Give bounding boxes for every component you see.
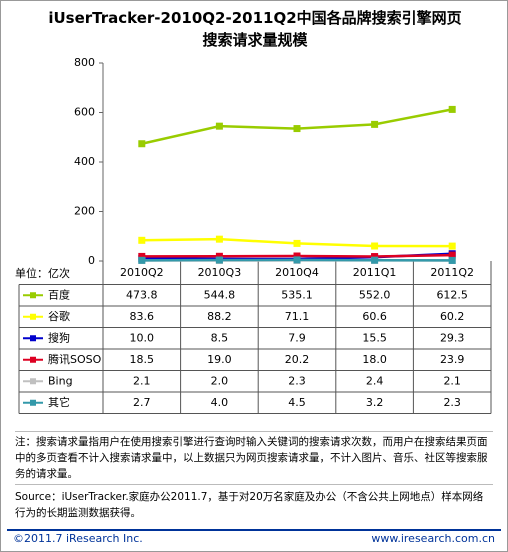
point-marker (293, 252, 301, 260)
unit-label: 单位：亿次 (15, 266, 70, 280)
point-marker (293, 125, 301, 133)
table-value: 88.2 (207, 310, 232, 323)
table-value: 2.0 (211, 374, 229, 387)
table-value: 18.5 (130, 353, 155, 366)
point-marker (448, 256, 456, 264)
note: 注：搜索请求量指用户在使用搜索引擎进行查询时输入关键词的搜索请求次数，而用户在搜… (15, 431, 493, 485)
table-value: 473.8 (126, 288, 158, 301)
table-value: 18.0 (362, 353, 387, 366)
point-marker (138, 236, 146, 244)
chart: 0 200 400 600 800 单位：亿次 2010Q2 2010Q3 2010Q4 2011… (15, 56, 492, 414)
y-tick-label: 600 (74, 106, 95, 119)
legend-label: 谷歌 (48, 309, 70, 323)
table-value: 29.3 (440, 331, 465, 344)
legend-label: 其它 (48, 395, 70, 409)
copyright: ©2011.7 iResearch Inc. (13, 532, 143, 545)
table-value: 7.9 (288, 331, 306, 344)
table-value: 60.6 (362, 310, 387, 323)
x-tick-label: 2010Q4 (275, 266, 319, 279)
point-marker (215, 122, 223, 130)
legend-label: Bing (48, 374, 73, 387)
legend-label: 腾讯SOSO (48, 352, 102, 366)
table-value: 552.0 (359, 288, 391, 301)
point-marker (448, 105, 456, 113)
legend-marker (30, 399, 36, 406)
table-value: 2.3 (288, 374, 306, 387)
legend-label: 搜狗 (48, 330, 70, 344)
legend-label: 百度 (48, 287, 70, 301)
point-marker (215, 256, 223, 264)
table-value: 83.6 (130, 310, 155, 323)
y-tick-label: 400 (74, 155, 95, 168)
point-marker (215, 235, 223, 243)
y-tick-label: 200 (74, 205, 95, 218)
x-tick-label: 2010Q3 (198, 266, 242, 279)
table-value: 4.5 (288, 396, 306, 409)
table-value: 19.0 (207, 353, 232, 366)
point-marker (293, 239, 301, 247)
table-value: 60.2 (440, 310, 465, 323)
table-value: 2.7 (133, 396, 151, 409)
point-marker (138, 252, 146, 260)
point-marker (371, 242, 379, 250)
point-marker (448, 251, 456, 259)
table-value: 4.0 (211, 396, 229, 409)
table-value: 612.5 (436, 288, 468, 301)
table-value: 2.4 (366, 374, 384, 387)
point-marker (293, 256, 301, 264)
table-value: 23.9 (440, 353, 465, 366)
table-value: 15.5 (362, 331, 387, 344)
table-value: 71.1 (285, 310, 310, 323)
legend-marker (30, 313, 36, 320)
table-value: 10.0 (130, 331, 155, 344)
y-tick-label: 0 (88, 254, 95, 267)
x-tick-label: 2010Q2 (120, 266, 164, 279)
point-marker (371, 256, 379, 264)
y-tick-label: 800 (74, 56, 95, 69)
point-marker (138, 256, 146, 264)
footer-line (7, 529, 501, 531)
x-tick-label: 2011Q1 (353, 266, 397, 279)
x-tick-label: 2011Q2 (430, 266, 474, 279)
legend-marker (30, 292, 36, 299)
table-value: 535.1 (281, 288, 313, 301)
source: Source：iUserTracker.家庭办公2011.7，基于对20万名家庭… (15, 491, 484, 519)
point-marker (215, 252, 223, 260)
website: www.iresearch.com.cn (371, 532, 495, 545)
chart-title: iUserTracker-2010Q2-2011Q2中国各品牌搜索引擎网页搜索请… (48, 9, 462, 49)
point-marker (138, 140, 146, 148)
table-value: 544.8 (204, 288, 236, 301)
point-marker (448, 242, 456, 250)
legend-marker (30, 335, 36, 342)
table-value: 3.2 (366, 396, 384, 409)
table-value: 2.1 (443, 374, 461, 387)
legend-marker (30, 378, 36, 385)
table-value: 20.2 (285, 353, 310, 366)
point-marker (371, 253, 379, 261)
point-marker (371, 120, 379, 128)
table-value: 2.1 (133, 374, 151, 387)
table-value: 8.5 (211, 331, 229, 344)
legend-marker (30, 356, 36, 363)
table-value: 2.3 (443, 396, 461, 409)
